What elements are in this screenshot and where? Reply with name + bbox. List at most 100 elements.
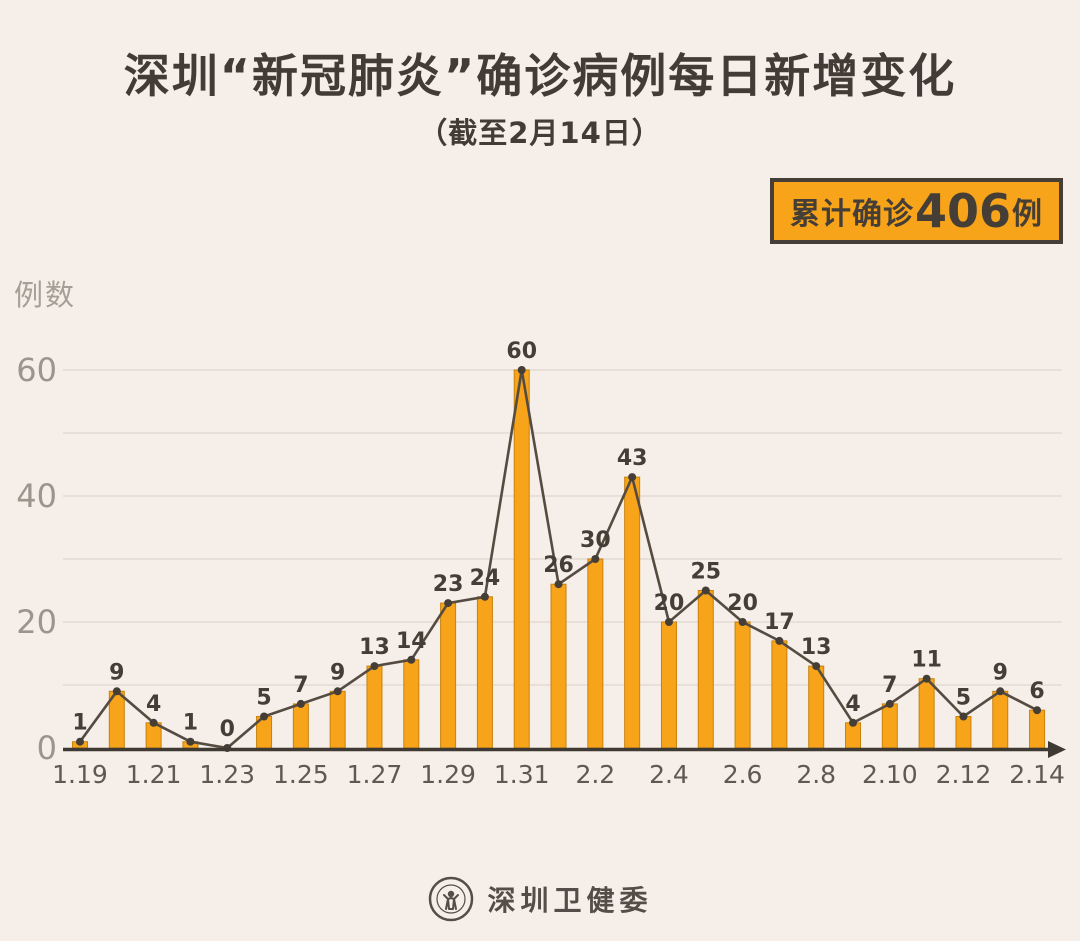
value-label-2.11: 11 (911, 648, 942, 673)
x-tick-2.14: 2.14 (1009, 760, 1065, 789)
value-label-1.22: 1 (183, 711, 198, 736)
x-tick-1.29: 1.29 (420, 760, 476, 789)
badge-total-number: 406 (914, 184, 1011, 238)
value-label-2.10: 7 (882, 673, 897, 698)
x-tick-1.19: 1.19 (52, 760, 108, 789)
shenzhen-health-commission-seal-icon (429, 876, 474, 922)
y-tick-40: 40 (16, 477, 57, 515)
bar-2.13 (992, 690, 1009, 749)
value-label-1.31: 60 (506, 339, 537, 364)
value-label-2.4: 20 (654, 591, 685, 616)
x-tick-2.6: 2.6 (723, 760, 763, 789)
x-tick-2.10: 2.10 (862, 760, 918, 789)
data-point-2.3 (628, 473, 637, 482)
cumulative-total-badge: 累计确诊 406 例 (769, 178, 1063, 244)
data-point-2.8 (812, 662, 821, 671)
data-point-2.7 (775, 636, 784, 645)
data-point-2.13 (996, 687, 1005, 696)
value-label-2.6: 20 (727, 591, 758, 616)
x-tick-1.31: 1.31 (494, 760, 550, 789)
data-point-2.12 (959, 712, 968, 721)
y-axis-title: 例数 (14, 278, 77, 312)
value-label-1.28: 14 (396, 629, 427, 654)
data-point-1.20 (112, 687, 121, 696)
data-point-2.14 (1033, 706, 1042, 715)
source-name: 深圳卫健委 (487, 884, 653, 917)
data-point-1.26 (333, 687, 342, 696)
data-point-1.21 (149, 718, 158, 727)
data-point-1.28 (407, 655, 416, 664)
bar-2.2 (587, 558, 604, 749)
value-label-2.7: 17 (764, 610, 795, 635)
value-label-1.20: 9 (109, 660, 124, 685)
value-label-1.27: 13 (359, 635, 390, 660)
bar-2.5 (697, 590, 714, 749)
y-tick-0: 0 (37, 729, 57, 767)
value-label-1.29: 23 (433, 572, 464, 597)
data-point-2.1 (554, 580, 563, 589)
x-tick-2.4: 2.4 (649, 760, 689, 789)
bar-2.7 (771, 640, 788, 749)
bar-2.8 (808, 665, 825, 749)
data-point-2.4 (664, 618, 673, 626)
bar-1.28 (403, 659, 420, 749)
data-point-2.10 (885, 699, 894, 708)
data-point-2.5 (701, 586, 710, 595)
bar-2.3 (624, 476, 641, 749)
x-tick-2.2: 2.2 (575, 760, 615, 789)
bar-2.11 (918, 678, 935, 749)
data-point-1.25 (296, 699, 305, 708)
bar-1.25 (292, 703, 309, 749)
value-label-1.24: 5 (256, 686, 271, 711)
y-tick-60: 60 (16, 351, 57, 389)
page-subtitle: （截至2月14日） (418, 116, 662, 150)
data-point-1.27 (370, 662, 379, 671)
data-point-2.6 (738, 618, 747, 626)
x-tick-1.23: 1.23 (199, 760, 255, 789)
value-label-1.30: 24 (470, 566, 501, 591)
x-tick-1.27: 1.27 (347, 760, 403, 789)
bar-1.31 (513, 369, 530, 749)
page-title: 深圳“新冠肺炎”确诊病例每日新增变化 (123, 49, 957, 103)
bar-2.10 (881, 703, 898, 749)
value-label-2.1: 26 (543, 553, 574, 578)
value-label-2.13: 9 (993, 660, 1008, 685)
data-point-2.2 (591, 555, 600, 563)
bar-1.29 (440, 602, 457, 749)
x-tick-1.25: 1.25 (273, 760, 329, 789)
badge-prefix-label: 累计确诊 (789, 197, 914, 232)
badge-suffix-label: 例 (1012, 197, 1043, 232)
value-label-1.19: 1 (72, 711, 87, 736)
bar-1.27 (366, 665, 383, 749)
bar-2.6 (734, 621, 751, 749)
footer: 深圳卫健委 (0, 875, 1080, 923)
bar-2.1 (550, 583, 567, 749)
bar-2.14 (1029, 709, 1046, 749)
value-label-1.25: 7 (293, 673, 308, 698)
data-point-1.24 (260, 712, 269, 721)
bar-2.4 (660, 621, 677, 749)
bar-1.30 (476, 596, 493, 749)
x-axis-arrow-icon (1048, 741, 1066, 758)
value-label-2.12: 5 (956, 686, 971, 711)
data-point-1.22 (186, 737, 195, 746)
value-label-1.23: 0 (220, 717, 235, 742)
x-tick-2.12: 2.12 (936, 760, 992, 789)
data-point-1.19 (76, 737, 84, 746)
data-point-1.31 (517, 366, 526, 374)
value-label-1.26: 9 (330, 660, 345, 685)
data-point-1.30 (480, 592, 489, 601)
bar-2.12 (955, 716, 972, 749)
value-label-2.9: 4 (845, 692, 860, 717)
data-point-2.11 (922, 674, 931, 683)
value-label-2.5: 25 (690, 560, 721, 585)
data-point-2.9 (849, 718, 858, 727)
value-label-2.2: 30 (580, 528, 611, 553)
y-tick-20: 20 (16, 603, 57, 641)
value-label-2.3: 43 (617, 446, 648, 471)
x-tick-1.21: 1.21 (126, 760, 182, 789)
value-label-2.8: 13 (801, 635, 832, 660)
x-tick-2.8: 2.8 (796, 760, 836, 789)
